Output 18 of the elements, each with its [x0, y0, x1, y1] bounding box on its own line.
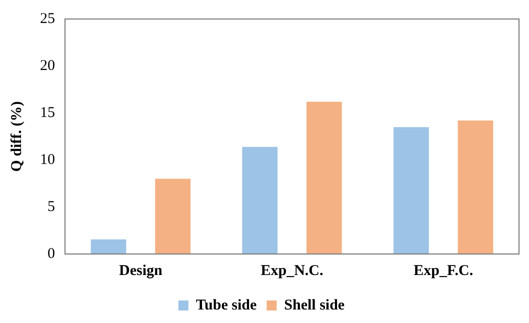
x-tick-label: Exp_N.C.: [260, 262, 324, 279]
y-axis-title: Q diff. (%): [8, 101, 25, 172]
bar: [155, 178, 191, 254]
bar: [90, 239, 126, 254]
y-tick-label: 20: [40, 58, 55, 74]
legend-label: Tube side: [196, 297, 257, 314]
y-tick-label: 25: [40, 10, 55, 27]
bar: [458, 120, 494, 254]
bar: [306, 102, 342, 254]
y-tick-label: 10: [40, 152, 55, 168]
bar: [393, 127, 429, 254]
legend-label: Shell side: [284, 297, 345, 314]
y-tick-label: 0: [48, 246, 55, 262]
x-tick-label: Design: [118, 262, 163, 279]
x-tick-label: Exp_F.C.: [414, 262, 474, 279]
y-tick-label: 5: [48, 198, 55, 215]
bar: [242, 146, 278, 254]
y-tick-label: 15: [40, 104, 55, 121]
